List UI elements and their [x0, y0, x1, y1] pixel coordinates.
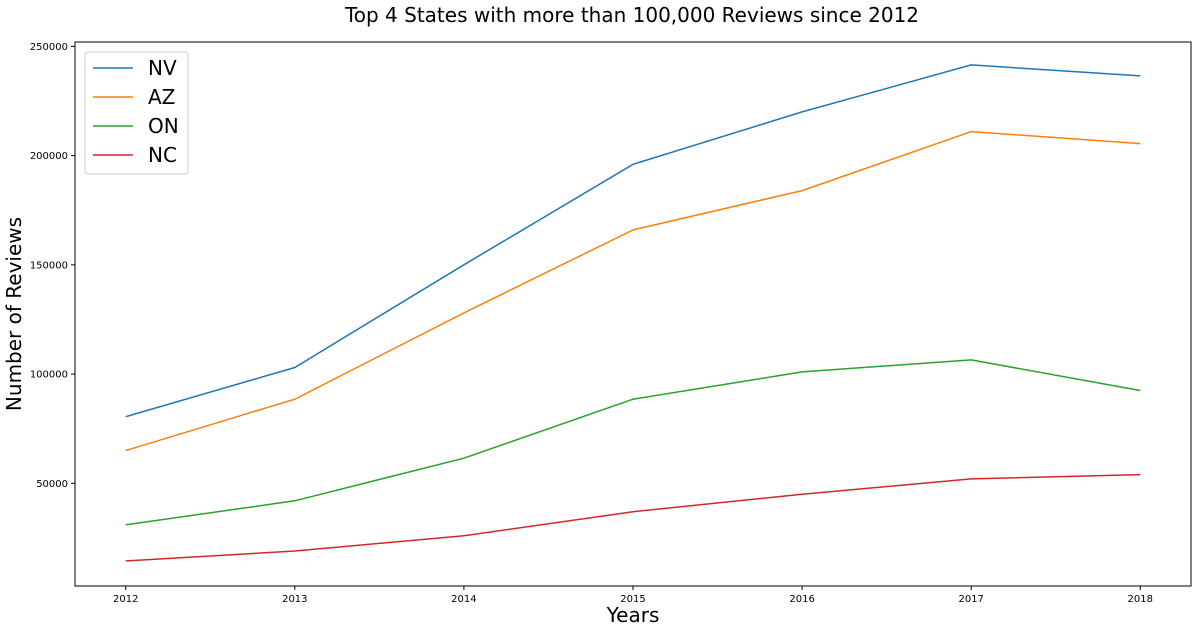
y-tick-label: 200000: [30, 151, 68, 162]
x-axis: 2012 2013 2014 2015 2016 2017 2018: [113, 586, 1153, 605]
chart-title: Top 4 States with more than 100,000 Revi…: [344, 3, 919, 27]
series-lines: [125, 64, 1141, 562]
series-line-nv: [125, 64, 1141, 418]
y-tick-label: 150000: [30, 260, 68, 271]
x-tick-label: 2014: [451, 594, 476, 605]
legend-label-az: AZ: [148, 85, 175, 109]
x-tick-label: 2017: [958, 594, 983, 605]
y-tick-label: 250000: [30, 42, 68, 53]
series-line-on: [125, 359, 1141, 526]
x-tick-label: 2016: [789, 594, 814, 605]
x-tick-label: 2012: [113, 594, 138, 605]
legend-box: [84, 51, 189, 175]
legend-label-nv: NV: [148, 56, 177, 80]
x-axis-label: Years: [606, 603, 660, 627]
y-axis: 50000 100000 150000 200000 250000: [30, 42, 75, 490]
x-tick-label: 2018: [1128, 594, 1153, 605]
y-axis-label: Number of Reviews: [2, 217, 26, 411]
legend-label-on: ON: [148, 114, 179, 138]
legend: NV AZ ON NC: [84, 51, 189, 175]
x-tick-label: 2015: [620, 594, 645, 605]
legend-label-nc: NC: [148, 143, 177, 167]
series-line-az: [125, 130, 1141, 452]
x-tick-label: 2013: [282, 594, 307, 605]
series-line-nc: [125, 473, 1141, 562]
y-tick-label: 100000: [30, 370, 68, 381]
plot-area-frame: [74, 41, 1192, 587]
y-tick-label: 50000: [36, 479, 68, 490]
